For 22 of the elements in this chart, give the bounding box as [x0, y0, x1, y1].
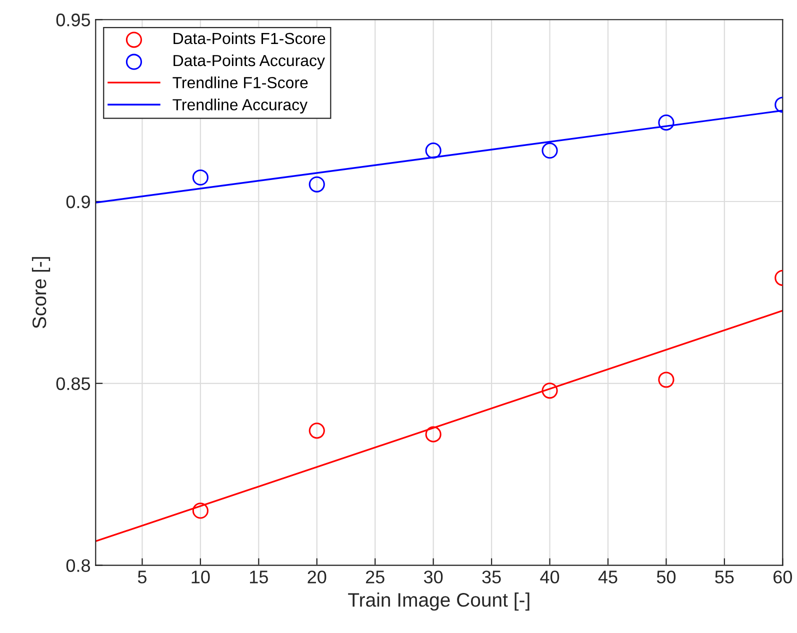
y-tick-label: 0.8: [66, 559, 90, 572]
x-tick-label: 60: [774, 570, 792, 584]
legend-label: Trendline F1-Score: [172, 76, 308, 88]
legend-label: Data-Points Accuracy: [174, 54, 325, 70]
x-tick-label: 10: [192, 570, 210, 584]
x-tick-label: 5: [138, 570, 146, 584]
x-tick-label: 55: [715, 570, 734, 584]
y-tick-label: 0.9: [66, 195, 90, 208]
y-tick-label: 0.95: [56, 14, 90, 26]
x-tick-label: 20: [308, 570, 326, 584]
y-tick-label: 0.85: [56, 377, 90, 390]
x-tick-label: 30: [424, 570, 443, 584]
legend-label: Trendline Accuracy: [172, 98, 308, 114]
x-axis-title: Train Image Count [-]: [348, 592, 530, 611]
x-tick-label: 15: [250, 570, 268, 584]
x-tick-label: 50: [656, 570, 676, 584]
legend-label: Data-Points F1-Score: [174, 32, 326, 44]
x-tick-label: 25: [366, 570, 384, 584]
x-tick-label: 45: [598, 570, 618, 584]
x-tick-label: 40: [540, 570, 560, 584]
y-axis-title: Score [-]: [32, 257, 50, 328]
x-tick-label: 35: [482, 570, 501, 584]
